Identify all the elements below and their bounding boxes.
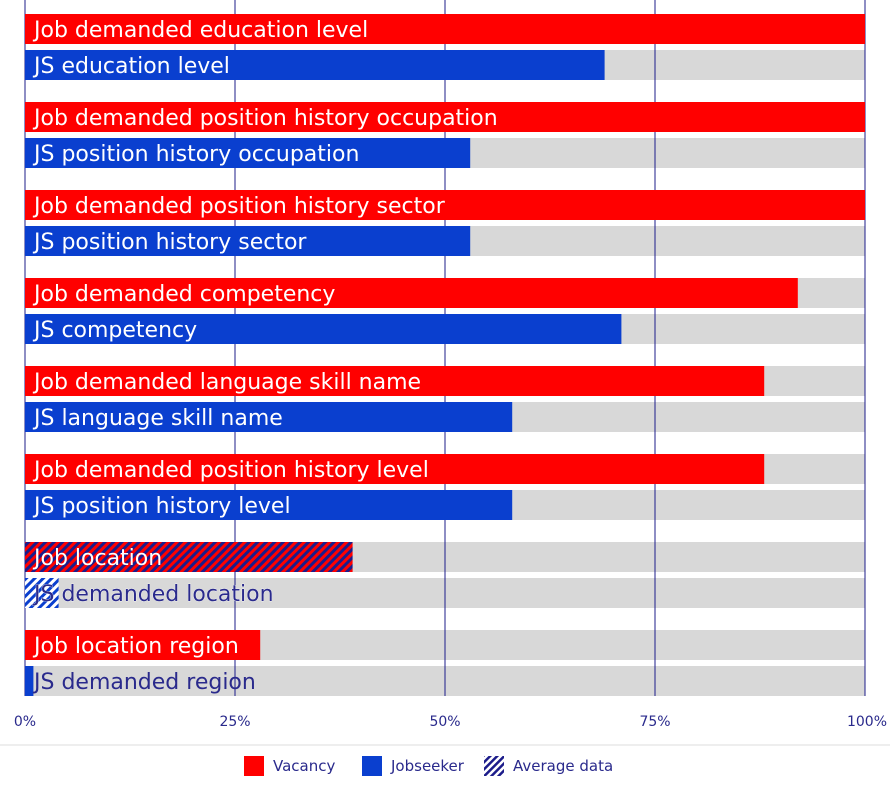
x-tick-label: 100% — [847, 714, 887, 730]
bar-label: JS demanded region — [32, 670, 256, 695]
x-tick-label: 0% — [14, 714, 36, 730]
bar-label: JS position history sector — [32, 230, 307, 255]
x-tick-label: 50% — [429, 714, 460, 730]
vacancy-bar — [25, 190, 865, 220]
jobseeker-bar — [25, 138, 471, 168]
legend-label: Average data — [513, 757, 613, 775]
legend-label: Vacancy — [273, 757, 335, 775]
legend-swatch — [484, 756, 504, 776]
bar-label: Job demanded education level — [32, 18, 368, 43]
bar-label: JS language skill name — [32, 406, 283, 431]
bar-label: Job demanded position history sector — [32, 194, 446, 219]
vacancy-bar — [25, 278, 798, 308]
legend-swatch — [244, 756, 264, 776]
jobseeker-bar — [25, 578, 59, 608]
x-tick-label: 25% — [219, 714, 250, 730]
vacancy-bar — [25, 542, 353, 572]
vacancy-bar — [25, 14, 865, 44]
jobseeker-bar — [25, 226, 471, 256]
legend: Vacancy Jobseeker Average data — [244, 756, 613, 776]
bar-label: JS education level — [32, 54, 230, 79]
jobseeker-bar — [25, 314, 622, 344]
bar-label: Job location region — [32, 634, 239, 659]
bar-label: Job demanded language skill name — [32, 370, 421, 395]
x-axis-ticks: 0% 25% 50% 75% 100% — [14, 714, 887, 730]
bar-label: JS competency — [32, 318, 197, 343]
bar-label: Job demanded position history occupation — [32, 106, 498, 131]
vacancy-bar — [25, 630, 261, 660]
bar-label: JS position history level — [32, 494, 291, 519]
jobseeker-bar — [25, 402, 513, 432]
vacancy-bar — [25, 366, 765, 396]
x-tick-label: 75% — [639, 714, 670, 730]
bar-label: Job location — [32, 546, 162, 571]
bar-labels: Job demanded education level JS education… — [32, 18, 498, 695]
jobseeker-bar — [25, 490, 513, 520]
legend-swatch — [362, 756, 382, 776]
jobseeker-bar — [25, 50, 605, 80]
jobseeker-bar — [25, 666, 34, 696]
bars — [25, 14, 865, 696]
legend-label: Jobseeker — [390, 757, 465, 775]
bar-label: JS demanded location — [32, 582, 274, 607]
bar-label: Job demanded competency — [32, 282, 335, 307]
vacancy-bar — [25, 454, 765, 484]
bar-label: JS position history occupation — [32, 142, 359, 167]
bar-label: Job demanded position history level — [32, 458, 429, 483]
vacancy-bar — [25, 102, 865, 132]
